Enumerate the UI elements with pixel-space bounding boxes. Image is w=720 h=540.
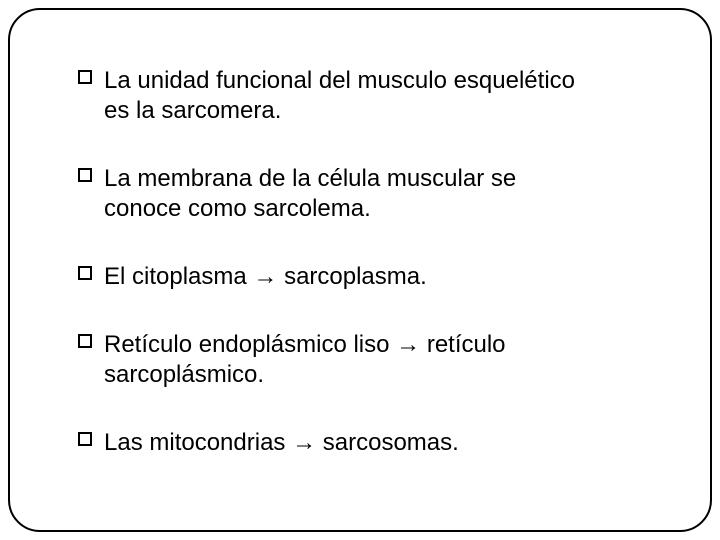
square-bullet-icon — [78, 334, 92, 348]
item-line2: conoce como sarcolema. — [82, 194, 654, 224]
square-bullet-icon — [78, 168, 92, 182]
slide-frame: La unidad funcional del musculo esquelét… — [8, 8, 712, 532]
item-line2: es la sarcomera. — [82, 96, 654, 126]
square-bullet-icon — [78, 432, 92, 446]
item-rest: membrana de la célula muscular se — [131, 165, 517, 192]
list-item: El citoplasma → sarcoplasma. — [82, 262, 654, 292]
list-item: Las mitocondrias → sarcosomas. — [82, 428, 654, 458]
list-item: Retículo endoplásmico liso → retículo sa… — [82, 330, 654, 390]
item-text: La unidad funcional del musculo esquelét… — [82, 66, 654, 126]
item-lead: Retículo — [82, 331, 192, 358]
item-rest: endoplásmico liso → retículo — [192, 331, 505, 358]
item-text: Las mitocondrias → sarcosomas. — [82, 428, 654, 458]
square-bullet-icon — [78, 266, 92, 280]
item-line2: sarcoplásmico. — [82, 360, 654, 390]
list-item: La membrana de la célula muscular se con… — [82, 164, 654, 224]
item-rest: citoplasma → sarcoplasma. — [125, 263, 426, 290]
list-item: La unidad funcional del musculo esquelét… — [82, 66, 654, 126]
square-bullet-icon — [78, 70, 92, 84]
item-text: Retículo endoplásmico liso → retículo sa… — [82, 330, 654, 390]
item-text: La membrana de la célula muscular se con… — [82, 164, 654, 224]
item-text: El citoplasma → sarcoplasma. — [82, 262, 654, 292]
item-rest: unidad funcional del musculo esquelético — [131, 67, 575, 94]
item-rest: mitocondrias → sarcosomas. — [143, 429, 459, 456]
